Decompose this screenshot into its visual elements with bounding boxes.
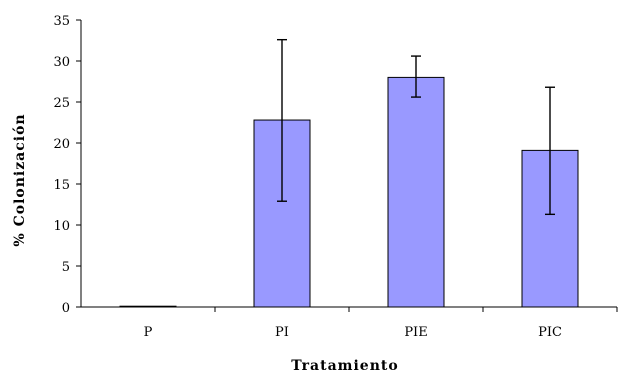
- x-tick-label: PI: [275, 325, 289, 340]
- y-axis-ticks: 0 5 10 15 20 25 30 35: [53, 14, 81, 316]
- error-bars: [277, 38, 555, 216]
- bars: [119, 76, 579, 308]
- y-tick-label: 35: [53, 14, 70, 29]
- error-bar-pic: [545, 86, 555, 216]
- y-tick-label: 30: [53, 55, 70, 70]
- x-axis-title: Tratamiento: [291, 358, 398, 374]
- x-tick-label: P: [144, 325, 153, 340]
- x-tick-label: PIE: [404, 325, 427, 340]
- y-tick-label: 0: [62, 301, 70, 316]
- error-bar-pi: [277, 38, 287, 202]
- y-tick-label: 5: [62, 260, 70, 275]
- y-tick-label: 25: [53, 96, 70, 111]
- error-bar-pie: [411, 55, 421, 98]
- y-tick-label: 10: [53, 219, 70, 234]
- y-tick-label: 20: [53, 137, 70, 152]
- y-axis-title: % Colonización: [12, 113, 28, 246]
- y-tick-label: 15: [53, 178, 70, 193]
- x-tick-label: PIC: [538, 325, 562, 340]
- x-axis-ticks: P PI PIE PIC: [144, 307, 618, 340]
- bar-pie: [387, 76, 445, 308]
